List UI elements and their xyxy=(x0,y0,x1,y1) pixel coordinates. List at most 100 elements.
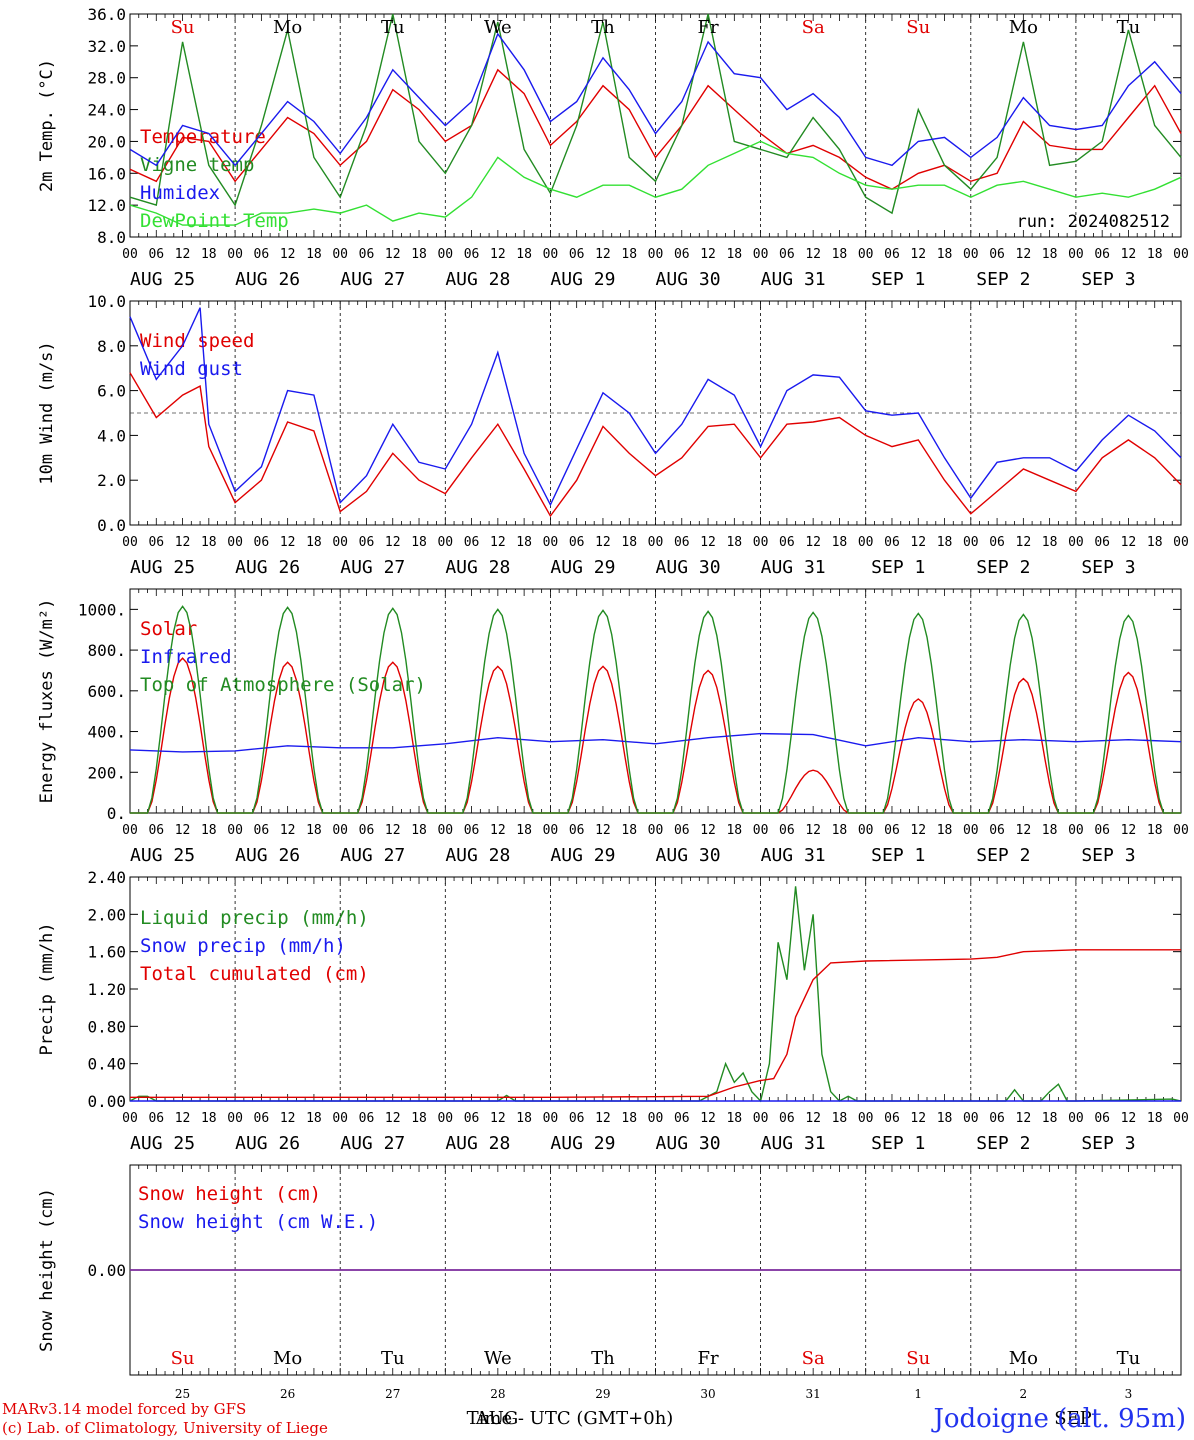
hour-tick-label: 00 xyxy=(543,247,559,262)
series-line xyxy=(129,68,1182,190)
day-number-label: 29 xyxy=(595,1387,610,1401)
y-tick-label: 400. xyxy=(87,723,126,742)
date-label: AUG 31 xyxy=(761,557,826,578)
hour-tick-label: 06 xyxy=(884,823,900,838)
weekday-label: Th xyxy=(591,1348,615,1369)
date-label: AUG 28 xyxy=(445,845,510,866)
hour-tick-label: 00 xyxy=(648,247,664,262)
weekday-label: Tu xyxy=(1117,17,1141,38)
hour-tick-label: 12 xyxy=(805,247,821,262)
date-label: AUG 31 xyxy=(761,845,826,866)
day-number-label: 1 xyxy=(914,1387,922,1401)
hour-tick-label: 00 xyxy=(1173,823,1189,838)
hour-tick-label: 00 xyxy=(963,1111,979,1126)
date-label: AUG 29 xyxy=(550,845,615,866)
hour-tick-label: 18 xyxy=(937,1111,953,1126)
hour-tick-label: 12 xyxy=(385,1111,401,1126)
hour-tick-label: 00 xyxy=(122,1111,138,1126)
hour-tick-label: 12 xyxy=(490,535,506,550)
date-label: SEP 3 xyxy=(1081,1133,1135,1154)
weekday-label: Sa xyxy=(802,17,825,38)
hour-tick-label: 06 xyxy=(989,1111,1005,1126)
hour-tick-label: 18 xyxy=(411,1111,427,1126)
legend-entry: Wind gust xyxy=(140,358,243,380)
hour-tick-label: 12 xyxy=(595,1111,611,1126)
hour-tick-label: 18 xyxy=(1042,247,1058,262)
hour-tick-label: 12 xyxy=(595,535,611,550)
y-axis-label: 10m Wind (m/s) xyxy=(37,341,57,484)
hour-tick-label: 00 xyxy=(1173,247,1189,262)
panel-1: 8.0 12.0 16.0 20.0 24.0 28.0 32.0 36.0 2m Temp. … xyxy=(37,5,1189,290)
y-tick-label: 10.0 xyxy=(87,292,126,311)
y-tick-label: 28.0 xyxy=(87,69,126,88)
hour-tick-label: 06 xyxy=(989,535,1005,550)
hour-tick-label: 12 xyxy=(700,247,716,262)
date-label: AUG 29 xyxy=(550,269,615,290)
date-label: AUG 27 xyxy=(340,557,405,578)
hour-tick-label: 18 xyxy=(201,1111,217,1126)
weekday-label: Tu xyxy=(381,17,405,38)
month-label: SEP xyxy=(1054,1408,1092,1429)
y-tick-label: 12.0 xyxy=(87,196,126,215)
hour-tick-label: 12 xyxy=(175,535,191,550)
date-label: AUG 26 xyxy=(235,557,300,578)
weekday-label: Mo xyxy=(1009,1348,1038,1369)
hour-tick-label: 12 xyxy=(595,247,611,262)
hour-tick-label: 06 xyxy=(884,1111,900,1126)
hour-tick-label: 12 xyxy=(1016,535,1032,550)
day-number-label: 30 xyxy=(700,1387,715,1401)
hour-tick-label: 00 xyxy=(753,535,769,550)
weekday-label: Fr xyxy=(698,17,719,38)
hour-tick-label: 00 xyxy=(122,535,138,550)
hour-tick-label: 18 xyxy=(411,823,427,838)
date-label: AUG 28 xyxy=(445,269,510,290)
hour-tick-label: 12 xyxy=(910,1111,926,1126)
hour-tick-label: 06 xyxy=(1094,247,1110,262)
model-credit: MARv3.14 model forced by GFS xyxy=(2,1400,247,1418)
hour-tick-label: 06 xyxy=(359,247,375,262)
hour-tick-label: 00 xyxy=(1068,1111,1084,1126)
hour-tick-label: 00 xyxy=(437,823,453,838)
legend-entry: Humidex xyxy=(140,182,220,204)
hour-tick-label: 18 xyxy=(621,247,637,262)
hour-tick-label: 00 xyxy=(858,247,874,262)
hour-tick-label: 06 xyxy=(148,535,164,550)
weekday-label: Tu xyxy=(1117,1348,1141,1369)
hour-tick-label: 06 xyxy=(989,247,1005,262)
hour-tick-label: 06 xyxy=(779,1111,795,1126)
hour-tick-label: 18 xyxy=(726,535,742,550)
weekday-label: We xyxy=(484,1348,512,1369)
weekday-label: Mo xyxy=(273,17,302,38)
hour-tick-label: 00 xyxy=(1068,823,1084,838)
y-tick-label: 32.0 xyxy=(87,37,126,56)
date-label: SEP 3 xyxy=(1081,845,1135,866)
hour-tick-label: 00 xyxy=(963,247,979,262)
y-tick-label: 1.60 xyxy=(87,943,126,962)
legend-entry: Solar xyxy=(140,618,197,640)
hour-tick-label: 06 xyxy=(569,535,585,550)
hour-tick-label: 00 xyxy=(437,247,453,262)
hour-tick-label: 18 xyxy=(516,823,532,838)
legend-entry: Vigne temp xyxy=(140,154,254,176)
hour-tick-label: 18 xyxy=(832,823,848,838)
lab-credit: (c) Lab. of Climatology, University of L… xyxy=(2,1419,328,1437)
hour-tick-label: 12 xyxy=(280,535,296,550)
y-tick-label: 8.0 xyxy=(97,228,126,247)
hour-tick-label: 00 xyxy=(1068,247,1084,262)
hour-tick-label: 12 xyxy=(280,247,296,262)
date-label: AUG 31 xyxy=(761,269,826,290)
date-label: AUG 27 xyxy=(340,269,405,290)
hour-tick-label: 06 xyxy=(464,823,480,838)
legend-entry: Snow height (cm) xyxy=(138,1183,321,1205)
date-label: AUG 30 xyxy=(656,1133,721,1154)
hour-tick-label: 06 xyxy=(254,823,270,838)
legend-entry: Liquid precip (mm/h) xyxy=(140,907,369,929)
hour-tick-label: 00 xyxy=(753,1111,769,1126)
y-tick-label: 6.0 xyxy=(97,382,126,401)
hour-tick-label: 06 xyxy=(464,1111,480,1126)
date-label: AUG 25 xyxy=(130,1133,195,1154)
day-number-label: 28 xyxy=(490,1387,505,1401)
hour-tick-label: 00 xyxy=(1068,535,1084,550)
date-label: SEP 2 xyxy=(976,269,1030,290)
weekday-label: Mo xyxy=(1009,17,1038,38)
